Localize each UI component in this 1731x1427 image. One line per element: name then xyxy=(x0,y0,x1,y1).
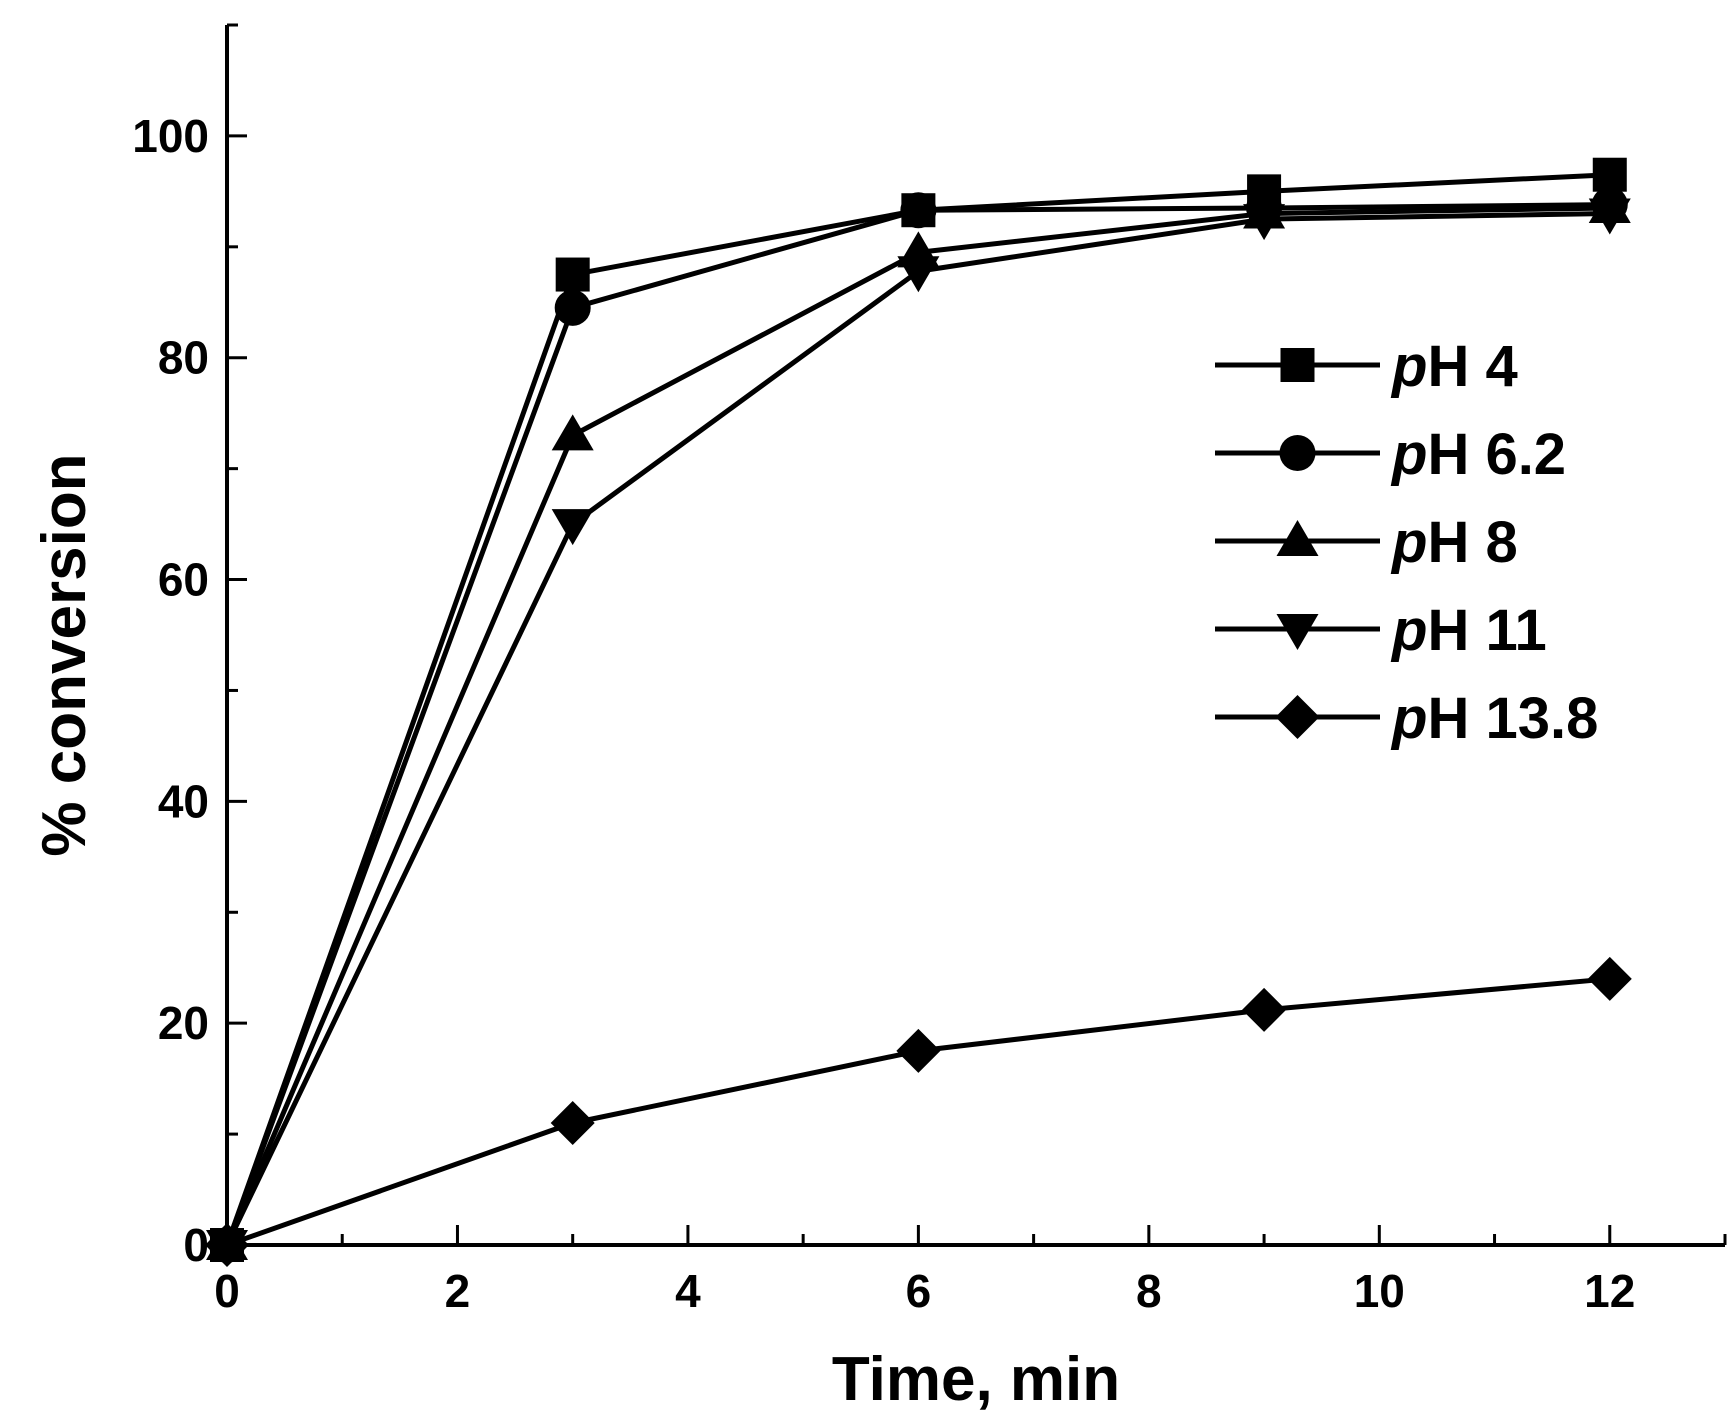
legend-item: pH 8 xyxy=(1215,510,1518,575)
legend-marker xyxy=(1276,520,1319,556)
legend-label-italic-p: p xyxy=(1390,686,1427,751)
legend-item: pH 6.2 xyxy=(1215,422,1566,487)
data-point xyxy=(550,1101,595,1145)
y-axis-title: % conversion xyxy=(30,453,99,856)
x-tick-label: 2 xyxy=(445,1265,471,1317)
data-point xyxy=(205,1223,249,1267)
legend-label: pH 11 xyxy=(1390,598,1547,663)
tick-labels: 0 2 4 6 8 10 12 0 20 40 60 80 100 xyxy=(132,110,1635,1317)
y-tick-label: 60 xyxy=(158,554,209,606)
data-point xyxy=(896,1028,941,1073)
ticks xyxy=(225,23,1727,1247)
legend-label-rest: H 4 xyxy=(1427,334,1517,399)
series-line xyxy=(226,976,1610,1248)
data-point xyxy=(897,256,940,293)
x-tick-label: 12 xyxy=(1584,1265,1635,1317)
data-point xyxy=(1592,157,1627,192)
x-tick-label: 8 xyxy=(1136,1265,1162,1317)
y-tick-label: 20 xyxy=(158,997,209,1049)
x-tick-label: 4 xyxy=(675,1265,701,1317)
data-point xyxy=(1243,204,1286,241)
legend-label-italic-p: p xyxy=(1390,334,1427,399)
legend-item: pH 11 xyxy=(1215,598,1547,663)
legend-label-rest: H 8 xyxy=(1427,510,1517,575)
legend-label-italic-p: p xyxy=(1390,510,1427,575)
legend-label: pH 8 xyxy=(1390,510,1518,575)
legend-label-rest: H 6.2 xyxy=(1427,422,1566,487)
series-5 xyxy=(205,956,1632,1267)
x-tick-label: 0 xyxy=(214,1265,240,1317)
data-point xyxy=(554,289,591,326)
axes xyxy=(225,25,1725,1247)
data-point xyxy=(551,509,594,546)
legend-marker xyxy=(1280,348,1315,382)
legend-marker xyxy=(1279,435,1316,471)
legend-label-italic-p: p xyxy=(1390,422,1427,487)
legend-label-rest: H 13.8 xyxy=(1427,686,1598,751)
legend-item: pH 13.8 xyxy=(1215,686,1598,751)
legend-label: pH 4 xyxy=(1390,334,1518,399)
data-point xyxy=(555,257,590,292)
data-point xyxy=(900,192,937,229)
legend-label-rest: H 11 xyxy=(1427,598,1546,663)
legend-marker xyxy=(1276,614,1319,650)
legend-label: pH 13.8 xyxy=(1390,686,1598,751)
data-point xyxy=(1588,198,1631,235)
y-tick-label: 0 xyxy=(183,1219,209,1271)
data-point xyxy=(1587,956,1632,1001)
x-axis-title: Time, min xyxy=(832,1345,1120,1414)
legend-label-italic-p: p xyxy=(1390,598,1427,663)
y-tick-label: 80 xyxy=(158,332,209,384)
legend-item: pH 4 xyxy=(1215,334,1518,399)
x-tick-label: 10 xyxy=(1354,1265,1405,1317)
y-tick-label: 40 xyxy=(158,775,209,827)
data-point xyxy=(551,414,594,451)
legend-label: pH 6.2 xyxy=(1390,422,1566,487)
data-point xyxy=(1242,987,1287,1032)
legend-marker xyxy=(1275,695,1320,739)
x-tick-label: 6 xyxy=(906,1265,932,1317)
series xyxy=(205,157,1632,1267)
y-tick-label: 100 xyxy=(132,110,209,162)
